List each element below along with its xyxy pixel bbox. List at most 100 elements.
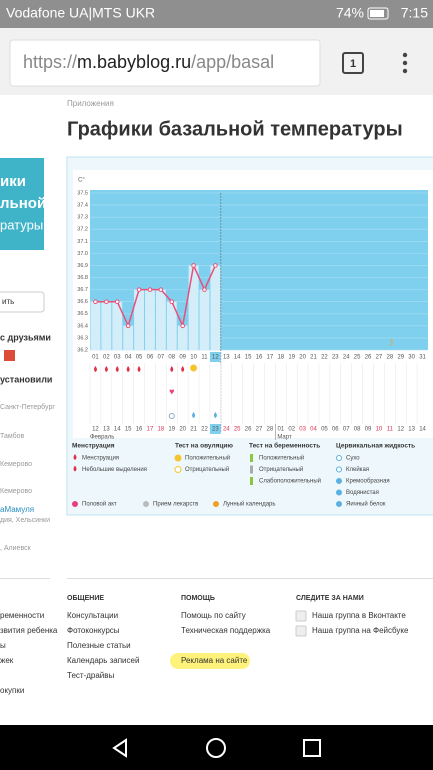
footer-heading: СЛЕДИТЕ ЗА НАМИ <box>296 595 364 602</box>
x-tick-label: 22 <box>321 355 328 361</box>
x-tick-label: 25 <box>354 355 361 361</box>
x-tick-label: 27 <box>376 355 383 361</box>
social-icon[interactable] <box>295 625 307 637</box>
day-bar <box>112 301 123 350</box>
cycle-day: 23 <box>212 427 219 433</box>
footer-link[interactable]: звития ребенка <box>0 626 58 635</box>
footer-link[interactable]: жек <box>0 656 14 665</box>
cycle-day: 20 <box>179 427 186 433</box>
legend-item: Положительный <box>259 455 304 462</box>
x-tick-label: 21 <box>310 355 317 361</box>
drop-icon <box>73 465 77 472</box>
breadcrumb[interactable]: Приложения <box>67 99 114 108</box>
footer-heading: ОБЩЕНИЕ <box>67 595 104 602</box>
footer-link[interactable]: Календарь записей <box>67 656 139 665</box>
banner-text: ики <box>0 173 26 190</box>
footer-link[interactable]: Наша группа в Вконтакте <box>312 611 406 620</box>
user-location: Кемерово <box>0 488 32 495</box>
carrier: Vodafone UA|MTS UKR <box>6 5 155 21</box>
legend-item: Водянистая <box>346 490 379 496</box>
temperature-point <box>180 323 185 329</box>
cycle-day: 13 <box>103 427 110 433</box>
day-bar <box>145 289 155 350</box>
y-tick-label: 36.3 <box>77 335 88 341</box>
user-location: дия, Хельсинки <box>0 517 50 524</box>
url-path: /app/basal <box>191 52 274 72</box>
moon-icon: ☽ <box>386 337 394 347</box>
footer-link[interactable]: Консультации <box>67 611 118 620</box>
legend-item: Положительный <box>185 455 230 462</box>
cycle-day: 28 <box>267 427 274 433</box>
footer-link[interactable]: ы <box>0 641 6 650</box>
y-tick-label: 37.3 <box>77 215 88 221</box>
x-tick-label: 30 <box>408 355 415 361</box>
recents-button[interactable] <box>303 739 321 757</box>
drop-icon <box>126 366 130 372</box>
sidebar-button[interactable] <box>0 291 45 313</box>
status-bar <box>0 0 433 28</box>
x-tick-label: 19 <box>288 355 295 361</box>
menu-button[interactable] <box>402 52 408 74</box>
cycle-day: 09 <box>365 427 372 433</box>
cycle-day: 12 <box>92 427 99 433</box>
heart-icon: ♥ <box>169 386 174 396</box>
legend-icon <box>336 501 342 507</box>
legend-title: Тест на беременность <box>249 442 320 450</box>
footer-link[interactable]: Наша группа на Фейсбуке <box>312 626 409 635</box>
cycle-day: 08 <box>354 427 361 433</box>
legend-icon <box>250 477 253 485</box>
gplus-icon[interactable] <box>4 350 15 361</box>
legend-icon <box>336 466 342 473</box>
x-tick-label: 06 <box>147 355 154 361</box>
cycle-day: 24 <box>223 427 230 433</box>
footer-link[interactable]: Реклама на сайте <box>181 656 248 665</box>
footer-link[interactable]: Фотоконкурсы <box>67 626 120 635</box>
user-location: Кемерово <box>0 461 32 468</box>
footer-link[interactable]: Помощь по сайту <box>181 611 246 620</box>
temperature-point <box>136 287 142 292</box>
legend-title: Цервикальная жидкость <box>336 443 415 450</box>
battery-level <box>370 10 384 17</box>
day-bar <box>123 325 134 350</box>
page-title: Графики базальной температуры <box>67 118 403 140</box>
footer-link[interactable]: Полезные статьи <box>67 641 131 650</box>
x-tick-label: 04 <box>125 355 132 361</box>
temperature-point <box>202 287 207 292</box>
y-tick-label: 36.2 <box>77 347 88 353</box>
footer-heading: ПОМОЩЬ <box>181 595 215 602</box>
cycle-day: 22 <box>201 427 208 433</box>
footer-link[interactable]: Техническая поддержка <box>181 626 271 635</box>
x-tick-label: 01 <box>92 355 99 361</box>
y-tick-label: 37.2 <box>77 227 88 233</box>
y-unit: C° <box>78 178 85 184</box>
drop-icon <box>104 366 108 372</box>
back-button[interactable] <box>112 738 127 758</box>
legend-item: Небольшие выделения <box>82 467 147 473</box>
temperature-point <box>125 323 131 329</box>
y-tick-label: 37.4 <box>77 203 88 209</box>
tab-button[interactable] <box>342 52 364 74</box>
sidebar-button-label: ить <box>2 297 14 306</box>
home-button[interactable] <box>206 738 226 758</box>
day-bar <box>101 301 112 350</box>
temperature-point <box>147 287 153 292</box>
y-tick-label: 37.5 <box>77 190 88 196</box>
user-location: аМамуля <box>0 505 34 514</box>
social-icon[interactable] <box>295 610 307 622</box>
footer-link[interactable]: Тест-драйвы <box>67 671 115 680</box>
legend-item: Лунный календарь <box>223 501 276 508</box>
nav-bar <box>0 725 433 770</box>
url-box[interactable] <box>9 39 321 87</box>
ovulation-neg <box>168 413 175 419</box>
day-bar <box>188 265 199 350</box>
cycle-day: 01 <box>277 427 284 433</box>
day-bar <box>210 265 221 350</box>
footer-link[interactable]: окупки <box>0 686 24 695</box>
time: 7:15 <box>401 5 428 21</box>
y-tick-label: 37.0 <box>77 251 88 257</box>
footer-link[interactable]: ременности <box>0 611 44 620</box>
legend-icon <box>72 501 78 507</box>
cycle-day: 25 <box>234 427 241 433</box>
legend-item: Кремообразная <box>346 479 390 485</box>
y-tick-label: 36.9 <box>77 263 88 269</box>
